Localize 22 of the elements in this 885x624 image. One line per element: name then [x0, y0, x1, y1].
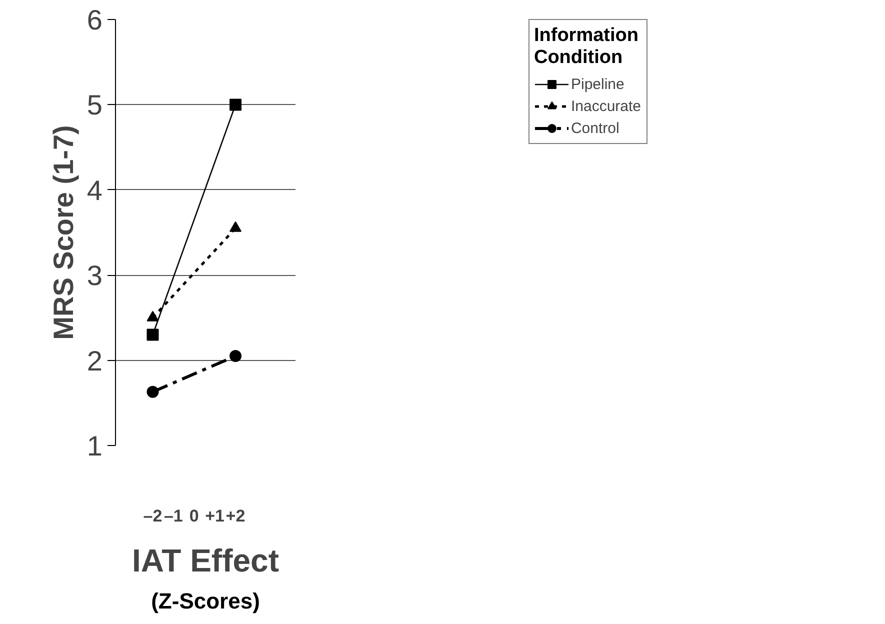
legend-label: Inaccurate	[570, 98, 642, 114]
y-tick-label: 6	[86, 4, 103, 36]
point	[146, 386, 159, 398]
x-tick-label: –2	[143, 506, 162, 526]
point	[230, 98, 242, 111]
y-tick-label: 4	[86, 174, 103, 206]
y-tick-label: 2	[86, 345, 103, 376]
x-tick-label: +2	[226, 506, 246, 526]
point	[230, 350, 242, 362]
x-tick-label: –1	[164, 506, 183, 526]
y-tick-label: 5	[86, 90, 103, 121]
y-axis-title: MRS Score (1-7)	[48, 125, 79, 340]
x-tick-label: +1	[205, 506, 225, 526]
legend-title: Information Condition	[534, 25, 640, 69]
y-tick-label: 3	[86, 260, 103, 292]
y-tick-label: 1	[86, 430, 103, 462]
x-tick-label: 0	[189, 506, 199, 526]
text: (Z-Scores)	[151, 588, 260, 614]
x-axis-title: IAT Effect	[132, 542, 280, 578]
point	[146, 328, 159, 341]
legend-label: Control	[570, 120, 620, 136]
legend-label: Pipeline	[570, 76, 624, 92]
